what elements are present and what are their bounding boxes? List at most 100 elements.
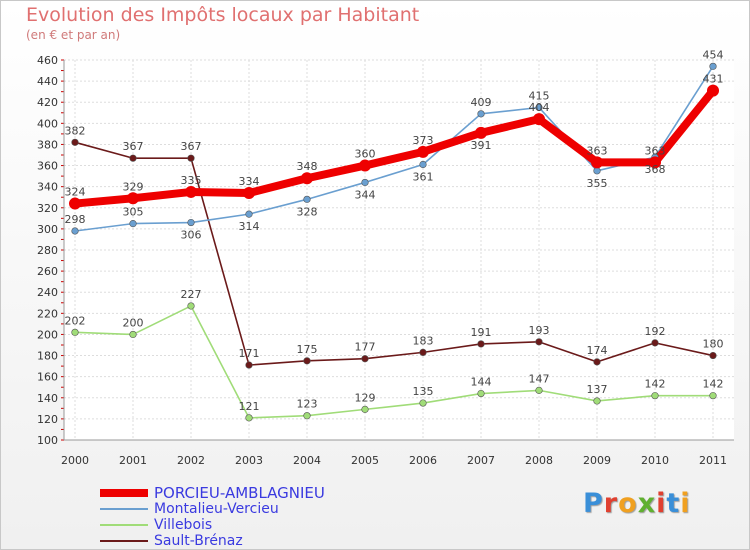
y-tick-label: 140 — [37, 392, 58, 405]
y-tick-label: 180 — [37, 350, 58, 363]
data-point — [417, 145, 429, 158]
data-label: 142 — [645, 378, 666, 391]
data-point — [187, 218, 195, 227]
data-label: 227 — [181, 288, 202, 301]
data-point — [303, 357, 311, 365]
data-label: 171 — [239, 347, 260, 360]
proxiti-logo: Proxiti — [583, 488, 691, 519]
data-label: 404 — [529, 101, 550, 114]
data-label: 334 — [239, 175, 260, 188]
y-tick-label: 340 — [37, 181, 58, 194]
legend-label-villebois: Villebois — [154, 517, 213, 533]
data-point — [243, 187, 255, 199]
data-point — [129, 154, 137, 162]
data-label: 431 — [703, 73, 724, 86]
x-tick-label: 2009 — [583, 454, 611, 467]
plot-area — [64, 60, 734, 440]
data-label: 200 — [123, 316, 144, 329]
x-tick-label: 2006 — [409, 454, 437, 467]
legend-label-porcieu: PORCIEU-AMBLAGNIEU — [154, 484, 325, 502]
legend-label-montalieu: Montalieu-Vercieu — [154, 501, 279, 517]
data-label: 355 — [587, 177, 608, 190]
data-label: 360 — [355, 148, 376, 161]
data-label: 324 — [65, 186, 86, 199]
data-point — [71, 227, 79, 235]
data-point — [649, 156, 661, 169]
data-label: 298 — [65, 213, 86, 226]
y-tick-label: 260 — [37, 265, 58, 278]
data-point — [69, 197, 81, 210]
data-label: 367 — [181, 140, 202, 153]
data-point — [303, 412, 311, 420]
y-tick-label: 160 — [37, 371, 58, 384]
data-label: 121 — [239, 400, 260, 413]
data-point — [477, 110, 485, 118]
data-point — [707, 84, 719, 97]
data-point — [129, 330, 137, 339]
y-tick-label: 280 — [37, 244, 58, 257]
data-label: 177 — [355, 341, 376, 354]
data-point — [359, 159, 371, 172]
series-line-3 — [74, 141, 714, 366]
data-point — [419, 160, 427, 169]
data-point — [303, 195, 311, 203]
data-point — [535, 103, 543, 112]
data-label: 373 — [413, 134, 434, 147]
x-tick-label: 2004 — [293, 454, 321, 467]
data-label: 361 — [413, 171, 434, 184]
y-tick-label: 100 — [37, 434, 58, 447]
logo-letter: i — [656, 488, 667, 519]
logo-letter: o — [618, 488, 638, 519]
data-label: 180 — [703, 338, 724, 351]
legend-swatch-sault — [100, 540, 148, 542]
data-point — [475, 126, 487, 139]
series-line-2 — [74, 305, 714, 419]
data-label: 335 — [181, 174, 202, 187]
data-point — [477, 340, 485, 348]
data-point — [477, 389, 485, 398]
data-point — [419, 348, 427, 356]
data-label: 344 — [355, 188, 376, 201]
data-label: 314 — [239, 220, 260, 233]
data-point — [185, 185, 197, 198]
series-line-1 — [74, 65, 714, 232]
data-label: 135 — [413, 385, 434, 398]
data-label: 175 — [297, 343, 318, 356]
y-tick-label: 200 — [37, 328, 58, 341]
data-point — [419, 399, 427, 407]
y-tick-label: 440 — [37, 75, 58, 88]
logo-letter: r — [603, 488, 619, 519]
data-point — [535, 338, 543, 346]
data-label: 363 — [587, 144, 608, 157]
data-point — [709, 351, 717, 360]
data-point — [129, 220, 137, 228]
data-point — [245, 210, 253, 218]
data-point — [533, 113, 545, 126]
data-point — [709, 62, 717, 70]
data-label: 328 — [297, 205, 318, 218]
legend-swatch-porcieu — [100, 489, 148, 497]
logo-letter: x — [637, 488, 657, 519]
data-label: 123 — [297, 398, 318, 411]
x-tick-label: 2008 — [525, 454, 553, 467]
data-point — [361, 405, 369, 413]
data-point — [127, 192, 139, 205]
data-label: 368 — [645, 163, 666, 176]
x-tick-label: 2002 — [177, 454, 205, 467]
data-point — [71, 138, 79, 146]
x-tick-label: 2003 — [235, 454, 263, 467]
data-label: 329 — [123, 180, 144, 193]
data-point — [709, 392, 717, 400]
data-label: 174 — [587, 344, 608, 357]
data-point — [361, 178, 369, 187]
data-label: 142 — [703, 378, 724, 391]
data-point — [593, 358, 601, 366]
y-tick-label: 240 — [37, 286, 58, 299]
data-label: 183 — [413, 334, 434, 347]
data-label: 348 — [297, 160, 318, 173]
x-tick-label: 2007 — [467, 454, 495, 467]
data-label: 144 — [471, 376, 492, 389]
data-point — [245, 361, 253, 369]
data-label: 454 — [703, 48, 724, 61]
y-tick-label: 220 — [37, 307, 58, 320]
